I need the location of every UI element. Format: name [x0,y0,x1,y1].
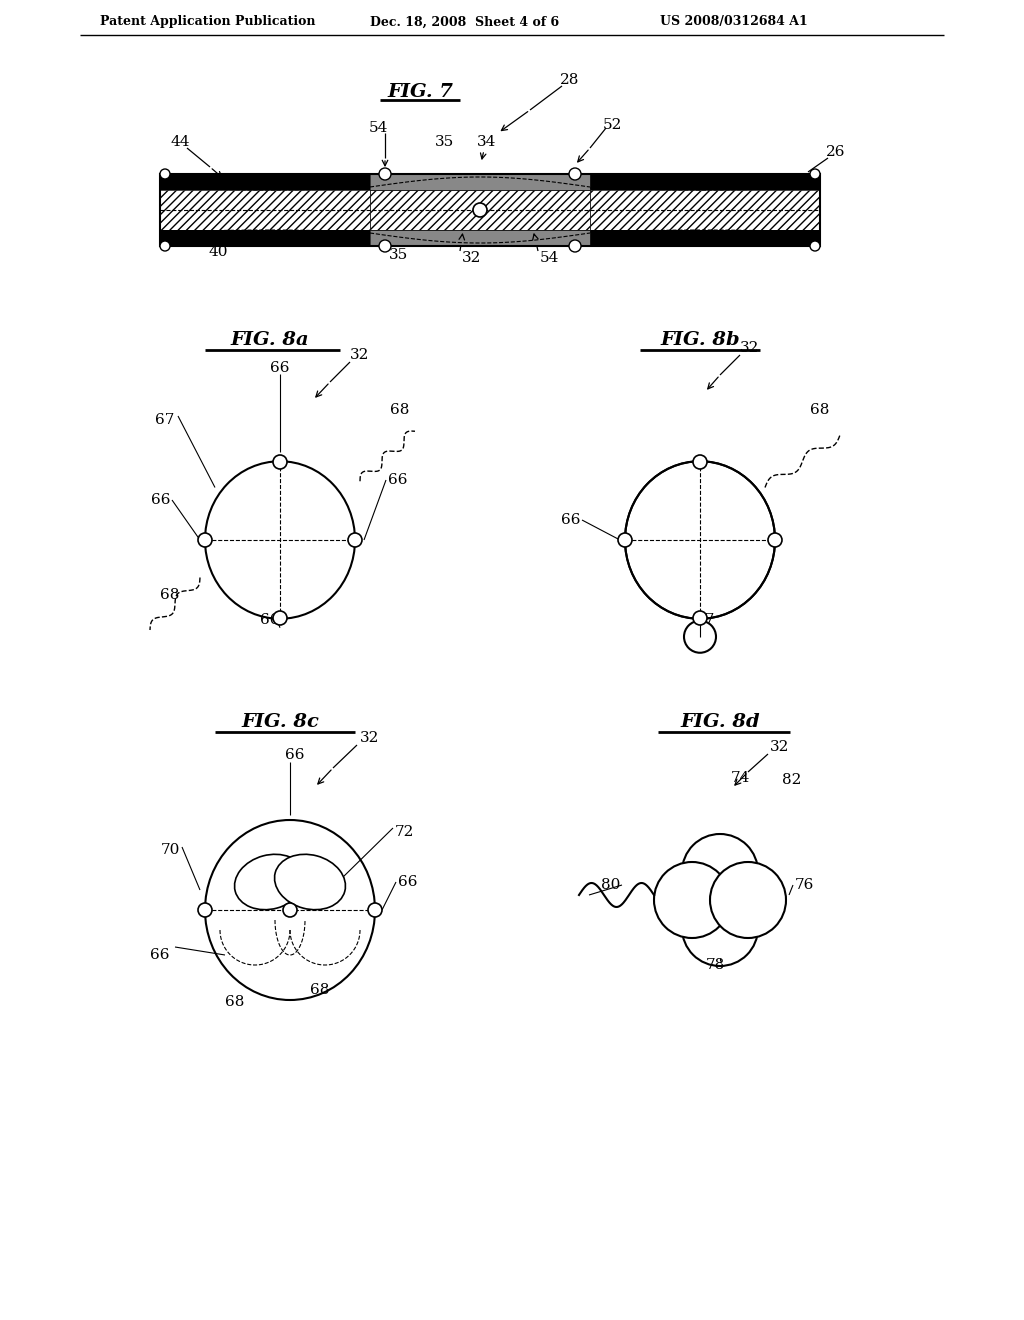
Circle shape [684,620,716,653]
Bar [160,190,370,230]
Circle shape [379,168,391,180]
Text: 66: 66 [260,612,280,627]
Circle shape [810,242,820,251]
Text: 40: 40 [208,246,227,259]
Text: 32: 32 [350,348,370,362]
Ellipse shape [274,854,345,909]
Text: Patent Application Publication: Patent Application Publication [100,16,315,29]
Circle shape [618,533,632,546]
Circle shape [283,903,297,917]
Text: 34: 34 [477,135,497,149]
Text: 68: 68 [810,403,829,417]
Text: 67: 67 [156,413,175,426]
Text: FIG. 8b: FIG. 8b [660,331,739,348]
Text: 35: 35 [435,135,455,149]
Text: 66: 66 [388,473,408,487]
Circle shape [768,533,782,546]
Bar [370,190,590,230]
Text: 68: 68 [225,995,245,1008]
Bar [160,230,370,246]
Bar [160,174,820,246]
Text: US 2008/0312684 A1: US 2008/0312684 A1 [660,16,808,29]
Circle shape [682,890,758,966]
Bar [160,174,370,190]
Text: 72: 72 [395,825,415,840]
Text: FIG. 8d: FIG. 8d [680,713,760,731]
Circle shape [654,862,730,939]
Ellipse shape [234,854,305,909]
Circle shape [160,169,170,180]
Text: 52: 52 [602,117,622,132]
Text: FIG. 8c: FIG. 8c [241,713,318,731]
Circle shape [198,903,212,917]
Text: 54: 54 [540,251,559,265]
Text: 28: 28 [560,73,580,87]
Ellipse shape [625,461,775,619]
Text: 66: 66 [151,948,170,962]
Text: 68: 68 [161,587,179,602]
Bar [590,174,820,190]
Text: Dec. 18, 2008  Sheet 4 of 6: Dec. 18, 2008 Sheet 4 of 6 [370,16,559,29]
Text: FIG. 7: FIG. 7 [387,83,453,102]
Text: 54: 54 [369,121,388,135]
Text: 70: 70 [161,843,179,857]
Circle shape [569,168,581,180]
Bar [370,174,590,190]
Text: 78: 78 [706,958,725,972]
Text: 74: 74 [730,771,750,785]
Circle shape [160,242,170,251]
Text: 44: 44 [170,135,189,149]
Text: 66: 66 [151,492,170,507]
Circle shape [198,533,212,546]
Ellipse shape [205,461,355,619]
Text: 66: 66 [398,875,418,888]
Circle shape [348,533,362,546]
Ellipse shape [205,820,375,1001]
Text: 82: 82 [782,774,802,787]
Circle shape [710,862,786,939]
Bar [590,230,820,246]
Bar [590,190,820,230]
Circle shape [273,455,287,469]
Text: 66: 66 [560,513,580,527]
Text: 66: 66 [270,360,290,375]
Text: 32: 32 [770,741,790,754]
Text: 80: 80 [601,878,620,892]
Text: 35: 35 [388,248,408,261]
Bar [370,230,590,246]
Text: 32: 32 [360,731,380,744]
Text: 66: 66 [286,748,305,762]
Circle shape [368,903,382,917]
Text: 68: 68 [310,983,330,997]
Circle shape [682,834,758,909]
Circle shape [569,240,581,252]
Text: 68: 68 [390,403,410,417]
Text: FIG. 8a: FIG. 8a [230,331,309,348]
Text: 26: 26 [826,145,846,158]
Text: 32: 32 [462,251,481,265]
Circle shape [473,203,487,216]
Text: 67: 67 [695,612,715,627]
Text: 32: 32 [740,341,760,355]
Circle shape [273,611,287,624]
Text: 76: 76 [795,878,814,892]
Circle shape [693,455,707,469]
Circle shape [379,240,391,252]
Circle shape [810,169,820,180]
Circle shape [693,611,707,624]
